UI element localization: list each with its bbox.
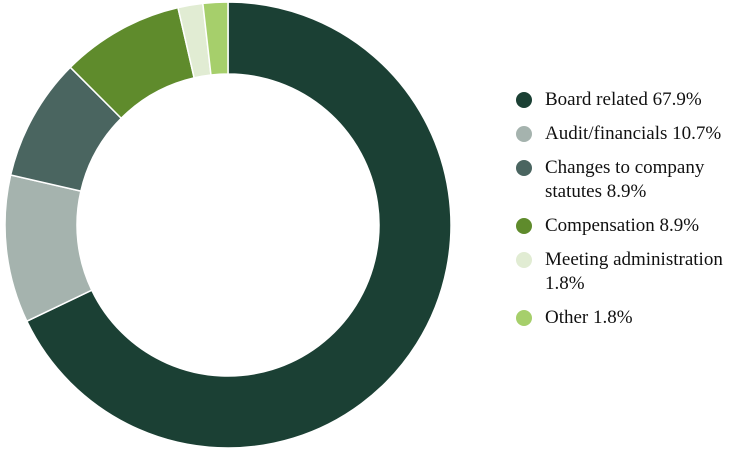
legend-item-audit-financials: Audit/financials 10.7% [516, 122, 748, 146]
legend-marker-other [516, 310, 532, 326]
chart-legend: Board related 67.9% Audit/financials 10.… [516, 88, 748, 340]
legend-label-compensation: Compensation 8.9% [545, 215, 700, 236]
legend-label-meeting-administration: Meeting administration 1.8% [545, 249, 723, 294]
legend-marker-compensation [516, 218, 532, 234]
legend-marker-board-related [516, 92, 532, 108]
legend-item-meeting-administration: Meeting administration 1.8% [516, 248, 748, 296]
legend-item-other: Other 1.8% [516, 306, 748, 330]
donut-slice-board-related [25, 1, 452, 449]
donut-slices [4, 1, 452, 449]
donut-slice-other [202, 1, 229, 76]
legend-marker-company-statutes [516, 160, 532, 176]
legend-item-company-statutes: Changes to company statutes 8.9% [516, 156, 748, 204]
legend-label-other: Other 1.8% [545, 307, 633, 328]
legend-label-audit-financials: Audit/financials 10.7% [545, 123, 722, 144]
legend-item-board-related: Board related 67.9% [516, 88, 748, 112]
legend-label-company-statutes: Changes to company statutes 8.9% [545, 157, 705, 202]
legend-marker-meeting-administration [516, 252, 532, 268]
legend-marker-audit-financials [516, 126, 532, 142]
legend-label-board-related: Board related 67.9% [545, 89, 702, 110]
legend-item-compensation: Compensation 8.9% [516, 214, 748, 238]
